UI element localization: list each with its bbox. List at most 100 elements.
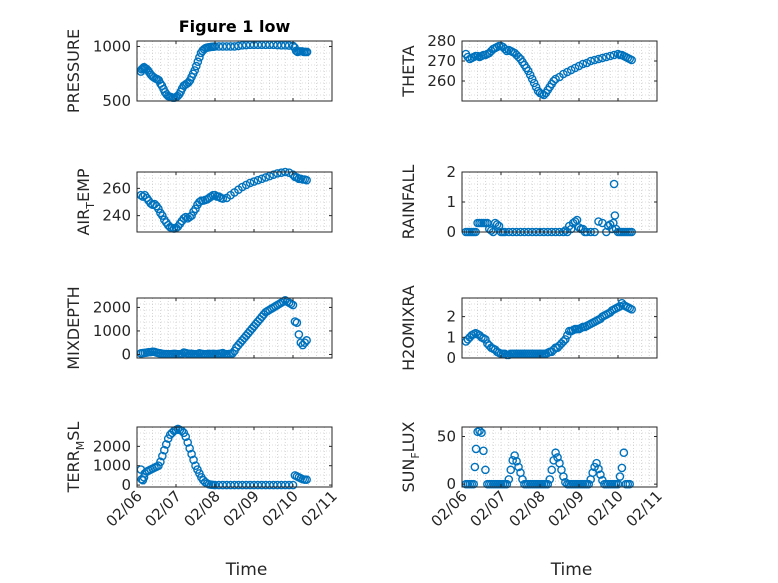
data-point — [594, 217, 603, 226]
data-point — [187, 211, 196, 220]
data-point — [578, 59, 588, 69]
y-tick-label: 2000 — [93, 298, 131, 316]
series-terr_msl — [136, 424, 311, 490]
series-theta — [461, 41, 636, 100]
data-point — [590, 55, 599, 65]
x-tick-label: 02/08 — [181, 487, 224, 530]
data-point — [292, 173, 302, 182]
data-point — [559, 337, 568, 346]
y-axis-label: H2OMIXRA — [399, 285, 418, 371]
data-point — [508, 456, 518, 465]
data-point — [481, 335, 490, 344]
y-tick-label: 280 — [427, 32, 456, 50]
x-tick-label: 02/10 — [584, 487, 627, 530]
data-point — [161, 440, 171, 449]
y-tick-label: 1000 — [93, 322, 131, 340]
y-tick-label: 0 — [121, 476, 131, 494]
axes-box — [136, 297, 333, 359]
data-point — [288, 300, 298, 310]
series-rainfall — [461, 179, 636, 237]
data-point — [561, 335, 570, 344]
data-point — [288, 480, 298, 490]
data-point — [185, 212, 194, 222]
data-point — [619, 448, 629, 458]
data-point — [302, 475, 311, 484]
data-point — [559, 472, 568, 481]
data-point — [596, 470, 605, 479]
subplot-pressure: 500 1000 PRESSURE Figure 1 low — [64, 17, 333, 113]
data-point — [195, 197, 204, 207]
data-point — [273, 169, 282, 178]
y-tick-label: 0 — [446, 475, 456, 493]
x-tick-label: 02/07 — [467, 487, 510, 530]
data-point — [158, 211, 167, 220]
axes-box — [136, 40, 333, 102]
y-tick-label: 260 — [102, 179, 131, 197]
data-point — [506, 465, 516, 475]
data-point — [218, 194, 228, 203]
data-point — [190, 66, 200, 75]
data-point — [512, 456, 521, 466]
data-point — [181, 432, 191, 441]
data-point — [502, 479, 512, 489]
data-point — [592, 458, 601, 468]
chart-title: Figure 1 low — [179, 17, 291, 36]
y-tick-label: 1 — [446, 328, 456, 346]
y-axis-label: AIRTEMP — [74, 168, 97, 235]
data-point — [257, 174, 267, 184]
subplot-air_temp: 240 260 AIRTEMP — [74, 167, 333, 236]
data-point — [504, 475, 514, 484]
x-axis-label: Time — [225, 560, 268, 580]
y-axis-label: RAINFALL — [399, 165, 418, 240]
data-point — [249, 177, 259, 186]
data-point — [261, 173, 271, 182]
data-point — [627, 305, 636, 314]
data-point — [500, 44, 510, 54]
data-point — [615, 472, 625, 481]
data-point — [470, 462, 480, 472]
axes-box — [461, 426, 658, 488]
data-point — [284, 41, 294, 50]
x-tick-label: 02/10 — [259, 487, 302, 530]
data-point — [183, 438, 192, 447]
data-point — [179, 214, 189, 223]
data-point — [594, 54, 603, 64]
data-point — [469, 479, 479, 489]
data-point — [302, 47, 312, 57]
x-tick-label: 02/09 — [545, 487, 588, 530]
series-air_temp — [136, 167, 311, 233]
data-point — [527, 74, 537, 84]
data-point — [545, 475, 555, 484]
data-point — [492, 220, 502, 229]
axes-box — [136, 426, 333, 488]
data-point — [586, 56, 596, 66]
data-point — [191, 61, 201, 71]
data-point — [543, 479, 553, 489]
data-point — [292, 318, 302, 328]
y-tick-label: 270 — [427, 52, 456, 70]
subplot-theta: 260 270 280 THETA — [399, 32, 658, 102]
y-tick-label: 1000 — [93, 457, 131, 475]
data-point — [291, 46, 301, 56]
data-point — [602, 52, 611, 62]
subplot-h2omixra: 0 1 2 H2OMIXRA — [399, 285, 658, 371]
data-point — [193, 57, 203, 67]
y-tick-label: 240 — [102, 207, 131, 225]
data-point — [269, 170, 278, 180]
x-tick-label: 02/08 — [506, 487, 549, 530]
y-axis-label: MIXDEPTH — [64, 286, 83, 369]
x-tick-label: 02/07 — [142, 487, 185, 530]
y-tick-label: 2 — [446, 163, 456, 181]
data-point — [525, 70, 535, 80]
data-point — [588, 468, 597, 478]
y-axis-label: SUNFLUX — [399, 421, 422, 492]
data-point — [610, 211, 620, 220]
data-point — [245, 178, 255, 188]
data-point — [300, 338, 310, 348]
x-tick-label: 02/11 — [298, 487, 341, 530]
data-point — [189, 455, 198, 465]
data-point — [617, 463, 627, 473]
data-point — [531, 82, 541, 92]
data-point — [627, 55, 636, 65]
